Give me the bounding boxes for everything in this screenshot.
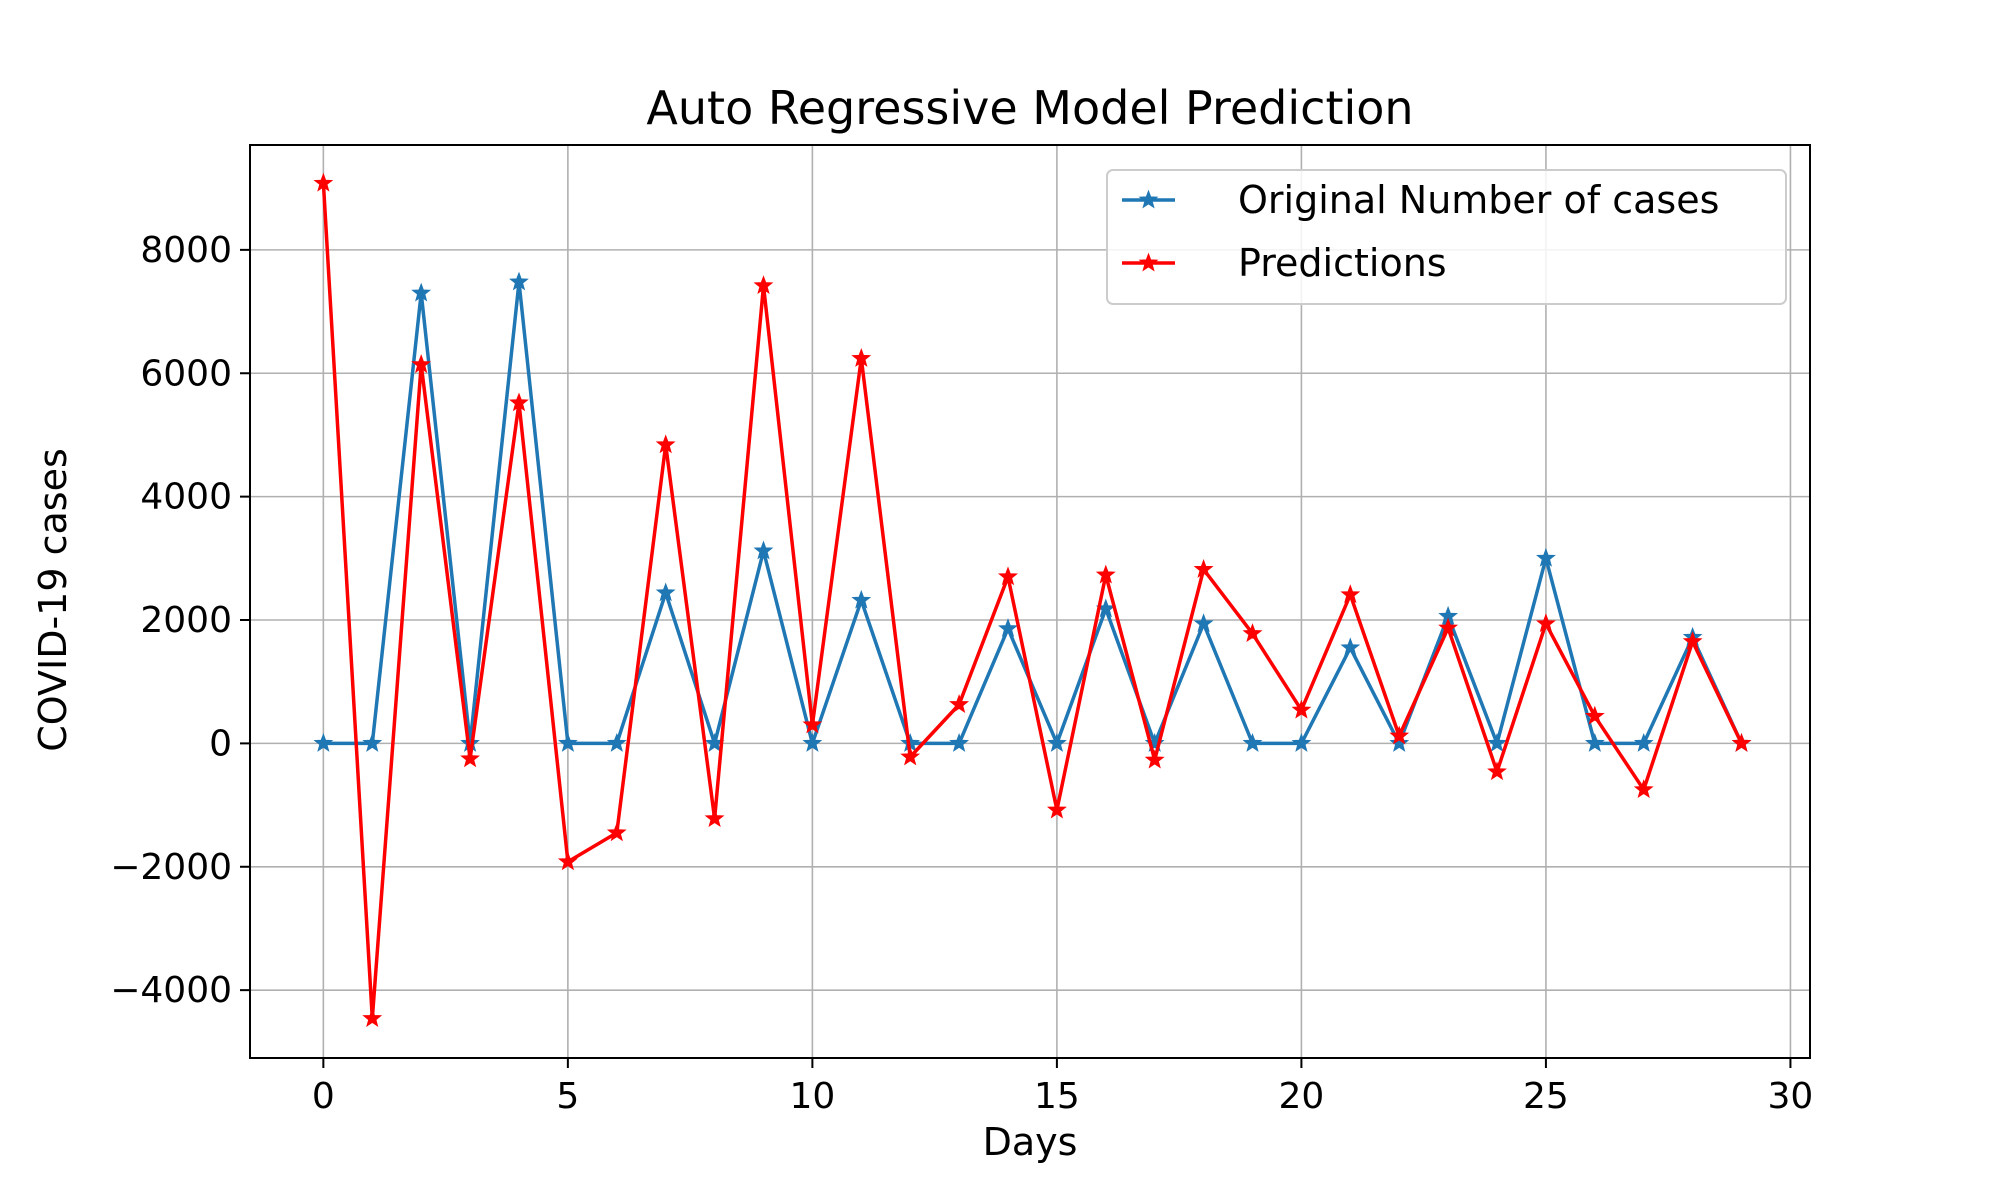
data-point [998,618,1018,638]
data-point [1487,761,1507,781]
data-point [1144,749,1165,769]
data-point [509,392,529,412]
data-point [1438,617,1459,637]
data-point [1584,705,1605,725]
data-point [1291,732,1312,752]
legend: Original Number of cases Predictions [1106,169,1787,305]
x-tick-label: 30 [1768,1076,1814,1117]
data-point [1536,547,1556,567]
data-point [362,1008,383,1027]
data-point [900,746,921,766]
data-point [411,354,432,374]
legend-item-original: Original Number of cases [1122,178,1719,222]
data-point [313,732,334,752]
data-point [1193,613,1214,633]
chart-title: Auto Regressive Model Prediction [646,81,1413,135]
data-point [1682,631,1703,651]
x-tick-label: 5 [556,1076,579,1117]
data-point [949,694,970,713]
data-point [753,540,774,560]
data-point [1193,558,1214,578]
data-point [1633,779,1654,799]
y-tick-label: −2000 [110,847,232,888]
data-point [1340,584,1361,604]
data-point [557,732,578,752]
data-point [1536,613,1556,633]
axis-ticks: 0 5 10 15 20 25 30 −4000 −2000 0 2000 4000 6000 8000 [110,230,1813,1117]
x-tick-label: 15 [1034,1076,1080,1117]
data-point [460,748,480,768]
x-tick-label: 10 [789,1076,835,1117]
series-line [321,183,1744,1021]
x-tick-label: 25 [1523,1076,1569,1117]
data-point [1389,725,1410,745]
data-point [1731,732,1752,752]
y-tick-label: 2000 [140,600,232,641]
data-point [1046,732,1067,752]
y-tick-label: −4000 [110,970,232,1011]
y-axis-title: COVID-19 cases [31,448,75,752]
data-point [606,732,627,752]
data-point [1487,732,1507,752]
data-point [1242,623,1263,643]
y-tick-label: 0 [209,723,232,764]
data-point [753,275,774,295]
legend-marker [1138,252,1159,272]
data-point [1633,732,1654,752]
data-point [1389,732,1410,752]
data-point [557,851,578,871]
data-point [1046,799,1067,819]
y-tick-label: 6000 [140,353,232,394]
legend-marker [1138,189,1159,209]
grid-lines [250,145,1810,1058]
data-point [851,589,872,609]
y-tick-label: 8000 [140,230,232,271]
data-point [606,822,627,842]
x-tick-label: 20 [1279,1076,1325,1117]
data-point [362,732,383,752]
data-point [802,732,823,752]
legend-item-predictions: Predictions [1122,241,1447,285]
legend-frame [1106,169,1787,305]
series-layer [313,172,1752,1027]
data-point [1095,564,1116,584]
data-point [313,172,334,192]
legend-label-original: Original Number of cases [1238,178,1719,222]
data-point [509,271,529,291]
y-tick-label: 4000 [140,477,232,518]
series-1 [313,172,1752,1027]
data-point [802,714,823,734]
plot-frame [249,144,1811,1059]
data-point [411,282,432,302]
x-tick-label: 0 [312,1076,335,1117]
data-point [655,582,676,602]
data-point [1242,732,1263,752]
legend-label-predictions: Predictions [1238,241,1447,285]
data-point [704,808,725,828]
data-point [655,434,676,454]
data-point [1584,732,1605,752]
x-axis-title: Days [983,1120,1078,1164]
data-point [851,347,872,367]
data-point [1340,637,1361,657]
data-point [949,732,970,752]
data-point [998,566,1018,586]
data-point [1291,699,1312,719]
